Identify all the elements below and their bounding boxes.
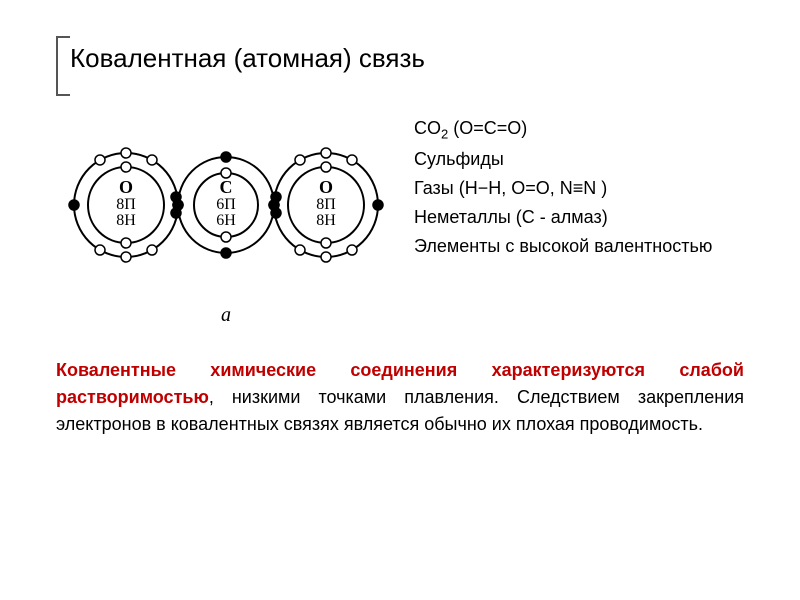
example-line-5: Элементы с высокой валентностью (414, 233, 744, 260)
diagram-column: O8П8НC6П6НO8П8Н а (56, 115, 396, 327)
content-row: O8П8НC6П6НO8П8Н а CO2 (O=C=O) Сульфиды Г… (56, 115, 744, 327)
svg-text:6П: 6П (216, 196, 236, 213)
slide: Ковалентная (атомная) связь O8П8НC6П6НO8… (0, 0, 800, 600)
svg-text:8П: 8П (116, 196, 136, 213)
example-line-2: Сульфиды (414, 146, 744, 173)
examples-column: CO2 (O=C=O) Сульфиды Газы (H−H, O=O, N≡N… (414, 115, 744, 262)
svg-text:8Н: 8Н (116, 212, 136, 229)
svg-text:6Н: 6Н (216, 212, 236, 229)
svg-text:O: O (319, 177, 333, 197)
title-bracket (56, 36, 70, 96)
example-line-4: Неметаллы (С - алмаз) (414, 204, 744, 231)
example-line-1: CO2 (O=C=O) (414, 115, 744, 144)
title-wrap: Ковалентная (атомная) связь (56, 36, 744, 81)
svg-text:8П: 8П (316, 196, 336, 213)
page-title: Ковалентная (атомная) связь (70, 44, 744, 73)
covalent-bond-diagram: O8П8НC6П6НO8П8Н (56, 115, 396, 295)
svg-text:8Н: 8Н (316, 212, 336, 229)
example-line-3: Газы (H−H, O=O, N≡N ) (414, 175, 744, 202)
body-paragraph: Ковалентные химические соединения характ… (56, 357, 744, 438)
svg-text:O: O (119, 177, 133, 197)
diagram-caption: а (56, 304, 396, 327)
svg-text:C: C (220, 177, 233, 197)
